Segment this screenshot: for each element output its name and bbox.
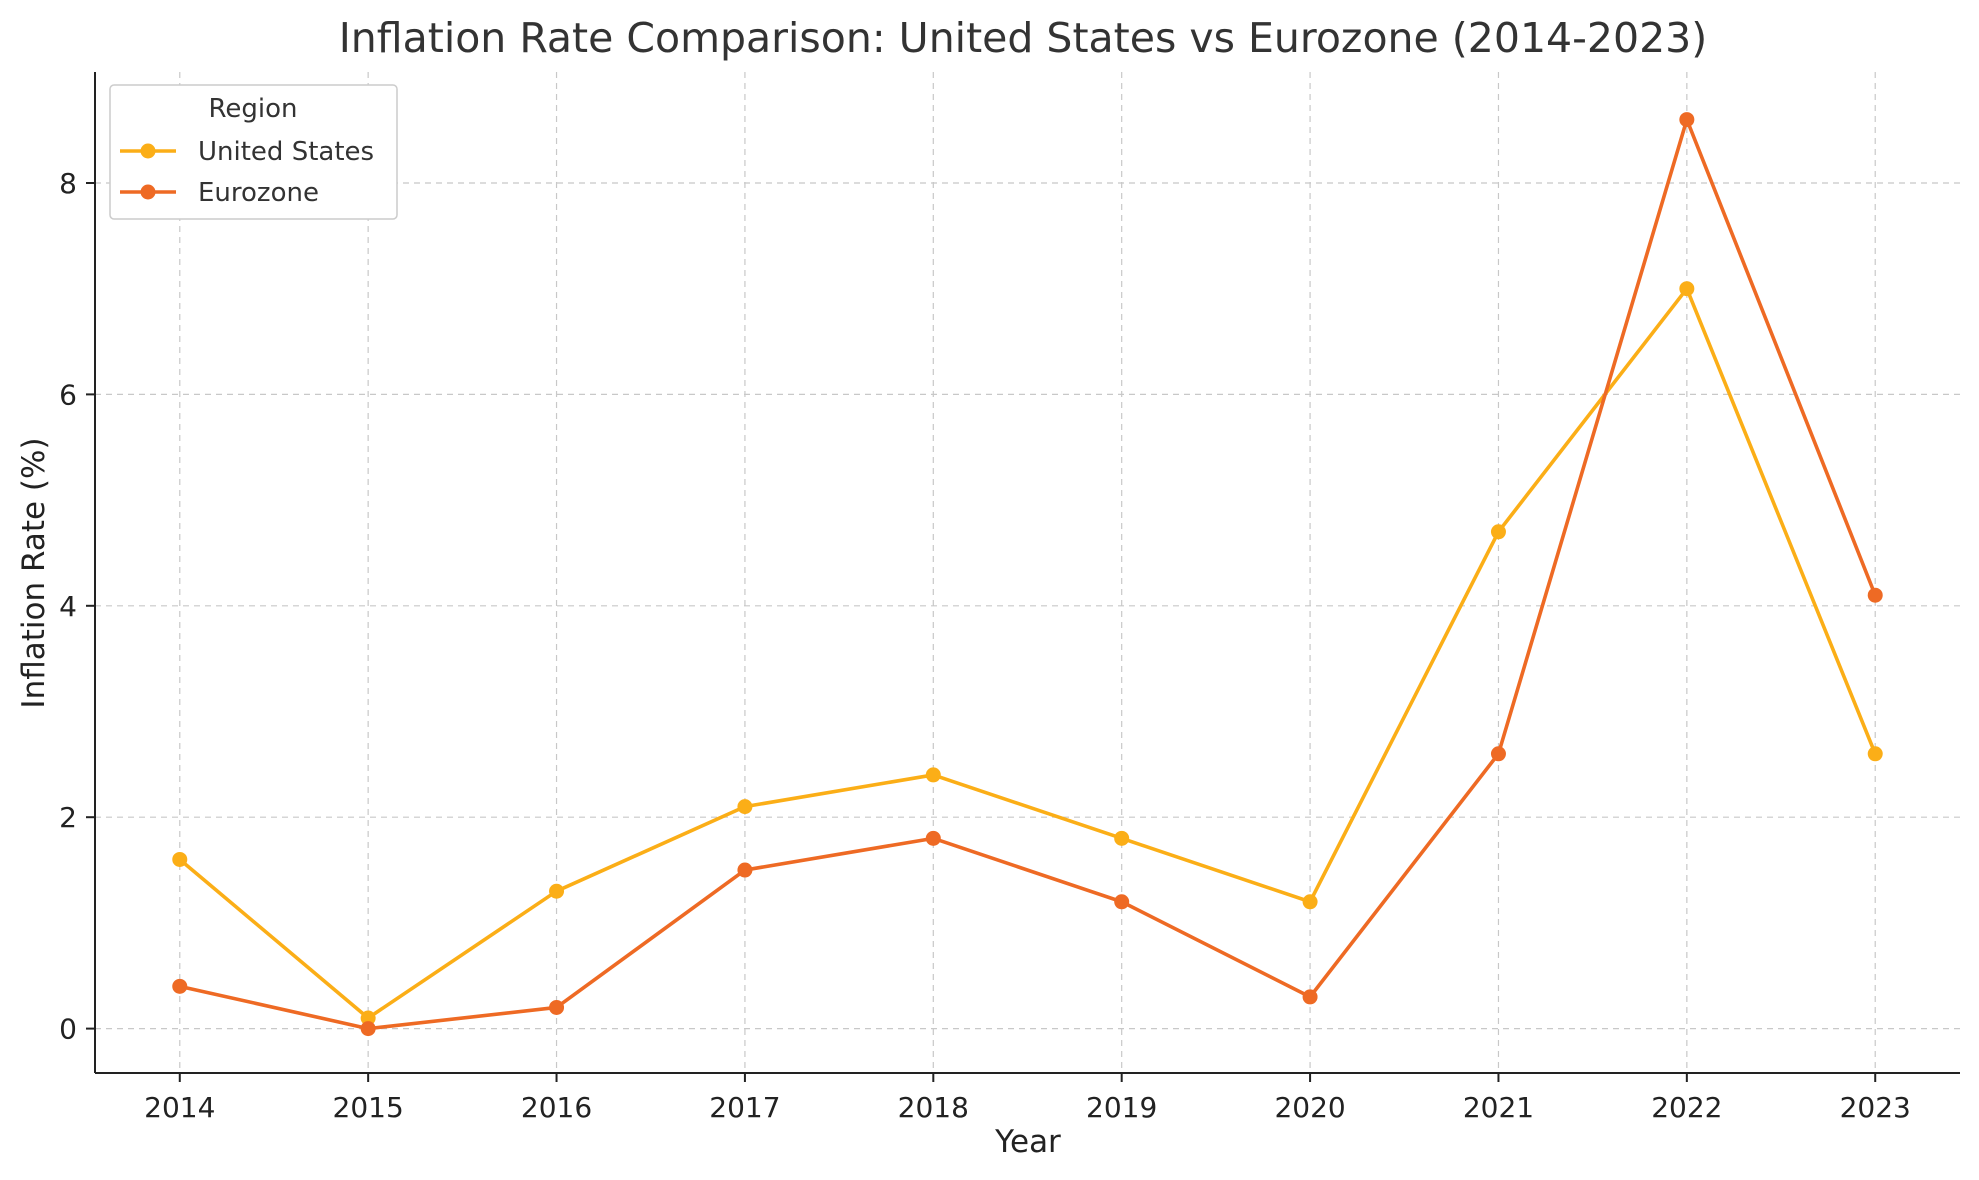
axes: [86, 72, 1960, 1082]
data-point-united-states: [549, 883, 565, 899]
x-tick-label: 2016: [521, 1091, 592, 1124]
data-point-united-states: [360, 1010, 376, 1026]
legend-label: United States: [198, 137, 374, 167]
data-point-united-states: [1114, 830, 1130, 846]
legend-title: Region: [208, 94, 297, 124]
tick-labels: 2014 2015 2016 2017 2018 2019 2020 2021 2022 2023…: [59, 167, 1911, 1124]
data-point-eurozone: [1490, 746, 1506, 762]
data-point-united-states: [1867, 746, 1883, 762]
data-point-eurozone: [925, 830, 941, 846]
legend-box: [109, 84, 398, 220]
data-point-united-states: [172, 851, 188, 867]
x-tick-label: 2022: [1651, 1091, 1722, 1124]
data-point-eurozone: [172, 978, 188, 994]
legend-entry-eurozone: Eurozone: [120, 178, 319, 208]
series-line-united-states: [177, 286, 1878, 1020]
legend-label: Eurozone: [198, 178, 319, 208]
data-point-eurozone: [549, 999, 565, 1015]
x-tick-label: 2017: [709, 1091, 780, 1124]
x-tick-label: 2020: [1274, 1091, 1345, 1124]
series-eurozone: [172, 112, 1883, 1037]
data-point-eurozone: [1114, 894, 1130, 910]
legend-marker: [140, 184, 156, 200]
y-tick-label: 0: [59, 1013, 77, 1046]
data-point-united-states: [737, 799, 753, 815]
x-tick-label: 2023: [1840, 1091, 1911, 1124]
series-line-eurozone: [177, 117, 1878, 1031]
data-point-united-states: [1679, 281, 1695, 297]
chart-title: Inflation Rate Comparison: United States…: [339, 14, 1708, 62]
data-point-united-states: [1490, 524, 1506, 540]
x-tick-label: 2018: [898, 1091, 969, 1124]
data-point-eurozone: [1867, 587, 1883, 603]
x-tick-label: 2021: [1463, 1091, 1534, 1124]
series-united-states: [172, 281, 1883, 1026]
y-tick-label: 6: [59, 378, 77, 411]
y-tick-label: 4: [59, 590, 77, 623]
y-tick-label: 8: [59, 167, 77, 200]
legend-entry-united-states: United States: [120, 137, 374, 167]
grid-lines: [95, 72, 1960, 1073]
x-tick-label: 2019: [1086, 1091, 1157, 1124]
x-axis-label: Year: [994, 1124, 1061, 1160]
data-point-united-states: [925, 767, 941, 783]
series-layer: [172, 112, 1883, 1037]
y-axis-label: Inflation Rate (%): [16, 437, 52, 708]
y-tick-label: 2: [59, 801, 77, 834]
legend-marker: [140, 143, 156, 159]
legend-entries: United States Eurozone: [120, 137, 374, 208]
data-point-eurozone: [737, 862, 753, 878]
x-tick-label: 2014: [144, 1091, 215, 1124]
data-point-united-states: [1302, 894, 1318, 910]
data-point-eurozone: [1679, 112, 1695, 128]
data-point-eurozone: [360, 1021, 376, 1037]
legend: Region United States Eurozone: [109, 84, 398, 220]
data-point-eurozone: [1302, 989, 1318, 1005]
x-tick-label: 2015: [333, 1091, 404, 1124]
